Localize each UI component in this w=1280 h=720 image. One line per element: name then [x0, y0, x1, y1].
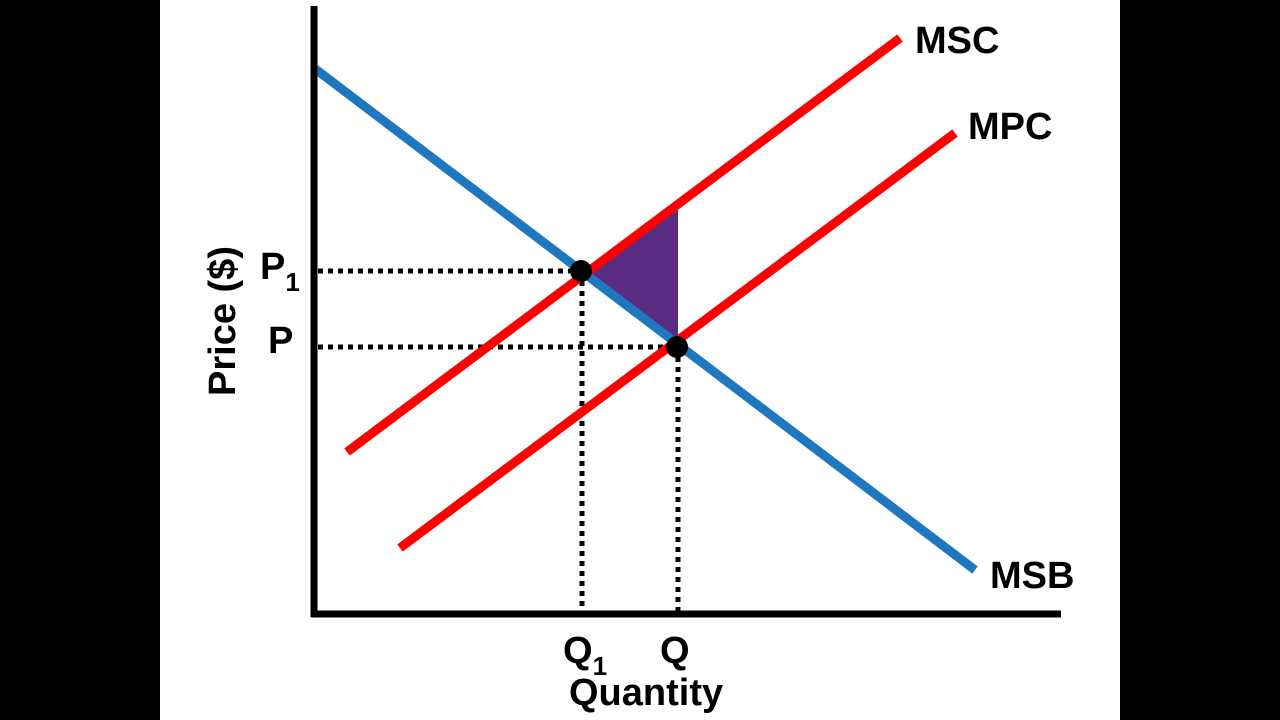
- q1-tick-label: Q1: [563, 630, 608, 681]
- y-axis-title: Price ($): [202, 246, 244, 396]
- msb-label: MSB: [990, 555, 1075, 597]
- msc-label: MSC: [915, 20, 1000, 62]
- q-tick-label: Q: [660, 630, 690, 672]
- msb-curve: [311, 64, 978, 574]
- p1-tick-label: P1: [260, 246, 300, 297]
- x-axis-title: Quantity: [569, 672, 724, 714]
- deadweight-loss-area: [582, 210, 678, 343]
- p-tick-label: P: [268, 320, 294, 362]
- chart-plot: [310, 6, 1061, 618]
- guide-lines: [318, 268, 681, 612]
- chart-canvas: MSC MPC MSB P1 P Q1 Q Quantity Price ($): [160, 0, 1120, 720]
- msc-curve: [344, 34, 903, 456]
- social-optimum-point: [570, 260, 592, 282]
- mpc-label: MPC: [968, 106, 1053, 148]
- market-equilibrium-point: [666, 336, 688, 358]
